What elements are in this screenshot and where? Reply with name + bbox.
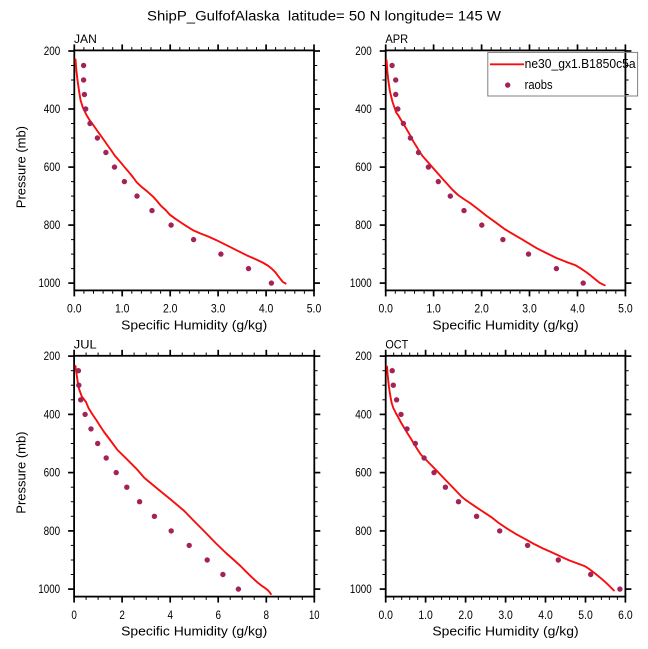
svg-text:3.0: 3.0: [211, 303, 226, 316]
svg-text:5.0: 5.0: [307, 303, 322, 316]
svg-text:6: 6: [215, 609, 221, 622]
svg-text:400: 400: [44, 103, 61, 116]
svg-text:600: 600: [355, 161, 372, 174]
svg-text:Specific Humidity (g/kg): Specific Humidity (g/kg): [121, 317, 267, 332]
svg-text:800: 800: [355, 219, 372, 232]
svg-text:Specific Humidity (g/kg): Specific Humidity (g/kg): [432, 317, 578, 332]
svg-text:5.0: 5.0: [578, 609, 593, 622]
svg-text:Pressure (mb): Pressure (mb): [13, 126, 28, 208]
svg-text:2.0: 2.0: [458, 609, 473, 622]
svg-text:3.0: 3.0: [522, 303, 537, 316]
svg-text:400: 400: [355, 103, 372, 116]
svg-text:800: 800: [355, 525, 372, 538]
svg-text:400: 400: [355, 409, 372, 422]
svg-text:0: 0: [71, 609, 77, 622]
svg-text:1000: 1000: [39, 277, 61, 290]
svg-text:JAN: JAN: [74, 32, 97, 46]
svg-text:Specific Humidity (g/kg): Specific Humidity (g/kg): [121, 624, 267, 639]
svg-text:4.0: 4.0: [259, 303, 274, 316]
svg-text:1.0: 1.0: [426, 303, 441, 316]
svg-text:5.0: 5.0: [618, 303, 633, 316]
svg-text:APR: APR: [385, 32, 408, 46]
svg-text:1.0: 1.0: [418, 609, 433, 622]
svg-text:2.0: 2.0: [474, 303, 489, 316]
svg-text:8: 8: [264, 609, 270, 622]
svg-text:Specific Humidity (g/kg): Specific Humidity (g/kg): [432, 624, 578, 639]
svg-text:OCT: OCT: [385, 337, 408, 351]
svg-text:10: 10: [309, 609, 320, 622]
svg-text:6.0: 6.0: [618, 609, 633, 622]
svg-text:800: 800: [44, 219, 61, 232]
svg-text:600: 600: [355, 467, 372, 480]
svg-text:Pressure (mb): Pressure (mb): [13, 432, 28, 514]
svg-text:2: 2: [119, 609, 125, 622]
svg-text:2.0: 2.0: [163, 303, 178, 316]
svg-text:200: 200: [355, 350, 372, 363]
svg-text:1000: 1000: [38, 583, 60, 596]
svg-text:raobs: raobs: [525, 78, 553, 92]
svg-text:600: 600: [44, 161, 61, 174]
svg-text:ShipP_GulfofAlaska latitude=: ShipP_GulfofAlaska latitude= 50 N longit…: [147, 9, 501, 24]
svg-text:200: 200: [44, 350, 61, 363]
svg-text:4.0: 4.0: [538, 609, 553, 622]
svg-text:ne30_gx1.B1850c5a: ne30_gx1.B1850c5a: [525, 57, 636, 71]
svg-text:JUL: JUL: [74, 337, 97, 351]
svg-text:1.0: 1.0: [115, 303, 130, 316]
svg-text:0.0: 0.0: [378, 303, 393, 316]
svg-text:800: 800: [44, 525, 61, 538]
svg-text:200: 200: [44, 45, 61, 58]
svg-text:600: 600: [44, 467, 61, 480]
svg-text:400: 400: [44, 409, 61, 422]
svg-text:4.0: 4.0: [570, 303, 585, 316]
svg-text:0.0: 0.0: [67, 303, 82, 316]
svg-text:200: 200: [355, 45, 372, 58]
svg-text:1000: 1000: [350, 583, 372, 596]
svg-text:1000: 1000: [350, 277, 372, 290]
svg-text:4: 4: [167, 609, 173, 622]
svg-text:0.0: 0.0: [378, 609, 393, 622]
svg-text:3.0: 3.0: [498, 609, 513, 622]
